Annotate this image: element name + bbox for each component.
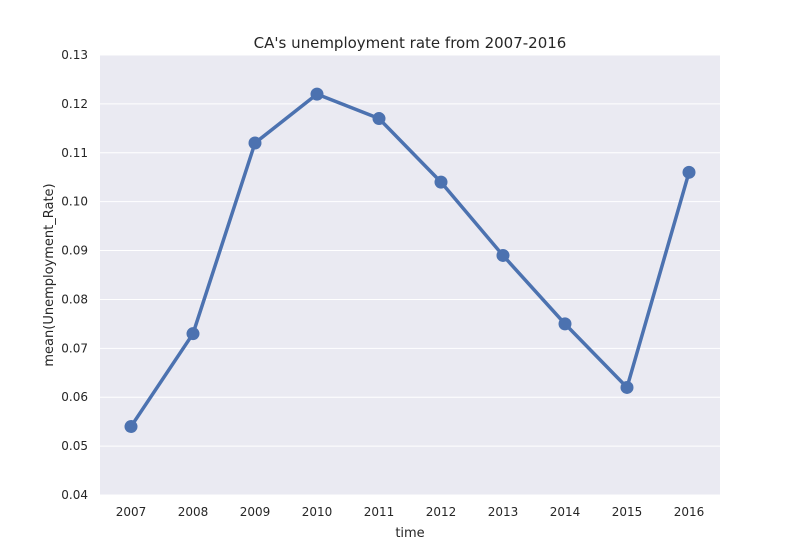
grid-lines: [100, 54, 720, 496]
data-point: [682, 165, 696, 179]
data-point: [372, 112, 386, 126]
data-point: [496, 248, 510, 262]
series-layer: [124, 87, 696, 434]
data-point: [124, 420, 138, 434]
x-tick-label: 2007: [116, 505, 147, 519]
x-tick-label: 2008: [178, 505, 209, 519]
data-point: [186, 327, 200, 341]
series-line: [129, 92, 691, 429]
data-point: [558, 317, 572, 331]
y-tick-label: 0.13: [61, 48, 88, 62]
y-tick-label: 0.12: [61, 97, 88, 111]
y-tick-label: 0.04: [61, 488, 88, 502]
y-axis-title: mean(Unemployment_Rate): [42, 183, 57, 366]
x-axis-ticks: 2007 2008 2009 2010 2011 2012 2013 2014 2015 2016: [116, 505, 705, 519]
y-tick-label: 0.06: [61, 390, 88, 404]
x-tick-label: 2013: [488, 505, 519, 519]
y-tick-label: 0.07: [61, 341, 88, 355]
y-tick-label: 0.11: [61, 146, 88, 160]
plot-area: [100, 55, 720, 495]
x-axis-title: time: [395, 526, 424, 541]
y-tick-label: 0.09: [61, 244, 88, 258]
x-tick-label: 2015: [612, 505, 643, 519]
x-tick-label: 2016: [674, 505, 705, 519]
data-point: [310, 87, 324, 101]
y-tick-label: 0.08: [61, 292, 88, 306]
x-tick-label: 2014: [550, 505, 581, 519]
x-tick-label: 2012: [426, 505, 457, 519]
x-tick-label: 2011: [364, 505, 395, 519]
y-tick-label: 0.10: [61, 195, 88, 209]
y-tick-label: 0.05: [61, 439, 88, 453]
chart-title: CA's unemployment rate from 2007-2016: [254, 34, 567, 52]
data-point: [248, 136, 262, 150]
data-point: [620, 380, 634, 394]
y-axis-ticks: 0.04 0.05 0.06 0.07 0.08 0.09 0.10 0.11 0.12 0.13: [61, 48, 88, 502]
x-tick-label: 2010: [302, 505, 333, 519]
x-tick-label: 2009: [240, 505, 271, 519]
data-point: [434, 175, 448, 189]
